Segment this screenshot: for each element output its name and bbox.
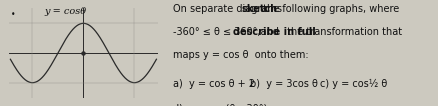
Text: sketch: sketch xyxy=(240,4,276,14)
Text: d) y = cos (θ – 30°): d) y = cos (θ – 30°) xyxy=(173,104,267,106)
Text: On separate diagrams: On separate diagrams xyxy=(173,4,285,14)
Text: maps y = cos θ  onto them:: maps y = cos θ onto them: xyxy=(173,50,308,60)
Text: describe in full: describe in full xyxy=(232,27,314,37)
Text: •: • xyxy=(11,10,15,19)
Text: the transformation that: the transformation that xyxy=(283,27,401,37)
Text: the following graphs, where: the following graphs, where xyxy=(260,4,399,14)
Text: a)  y = cos θ + 2: a) y = cos θ + 2 xyxy=(173,79,255,89)
Text: b)  y = 3cos θ: b) y = 3cos θ xyxy=(250,79,318,89)
Text: y = cosθ: y = cosθ xyxy=(44,7,86,16)
Text: c) y = cos½ θ: c) y = cos½ θ xyxy=(320,79,387,89)
Text: -360° ≤ θ ≤ 360°,and: -360° ≤ θ ≤ 360°,and xyxy=(173,27,282,37)
